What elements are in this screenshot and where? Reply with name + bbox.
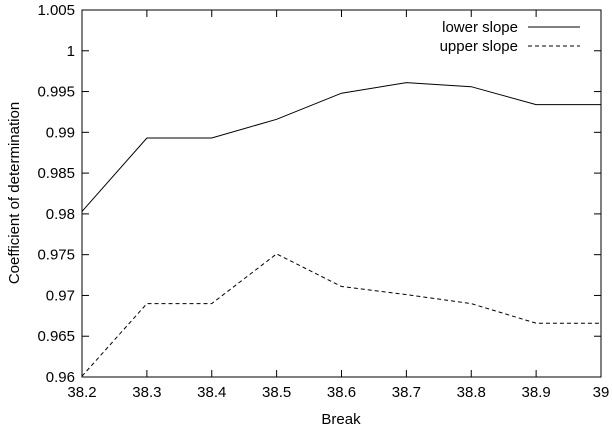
- y-tick-label: 1: [67, 43, 75, 60]
- series-upper-slope: [81, 253, 601, 377]
- y-tick-label: 0.995: [37, 84, 75, 101]
- x-tick-label: 38.2: [67, 384, 96, 401]
- x-axis-label: Break: [321, 411, 361, 428]
- legend-label: lower slope: [442, 19, 518, 36]
- y-tick-label: 0.98: [46, 206, 75, 223]
- y-tick-label: 0.975: [37, 247, 75, 264]
- legend-label: upper slope: [440, 38, 518, 55]
- plot-frame: [81, 9, 602, 378]
- x-axis: 38.2 38.3 38.4 38.5 38.6 38.7 38.8 38.9 39: [67, 10, 609, 401]
- y-tick-label: 0.97: [46, 287, 75, 304]
- y-tick-label: 1.005: [37, 2, 75, 19]
- x-tick-label: 38.4: [197, 384, 226, 401]
- x-tick-label: 38.8: [457, 384, 486, 401]
- x-tick-label: 38.3: [132, 384, 161, 401]
- x-tick-label: 38.5: [262, 384, 291, 401]
- x-tick-label: 38.9: [522, 384, 551, 401]
- series-layer: [81, 82, 601, 377]
- legend: lower slope upper slope: [440, 19, 580, 55]
- series-lower-slope: [81, 82, 601, 212]
- x-tick-label: 39: [593, 384, 610, 401]
- y-tick-label: 0.99: [46, 124, 75, 141]
- y-tick-label: 0.96: [46, 369, 75, 386]
- y-axis-label: Coefficient of determination: [6, 102, 23, 284]
- y-tick-label: 0.985: [37, 165, 75, 182]
- y-axis: 0.96 0.965 0.97 0.975 0.98 0.985 0.99 0.995 1 1.0…: [37, 2, 601, 386]
- x-tick-label: 38.6: [327, 384, 356, 401]
- y-tick-label: 0.965: [37, 328, 75, 345]
- x-tick-label: 38.7: [392, 384, 421, 401]
